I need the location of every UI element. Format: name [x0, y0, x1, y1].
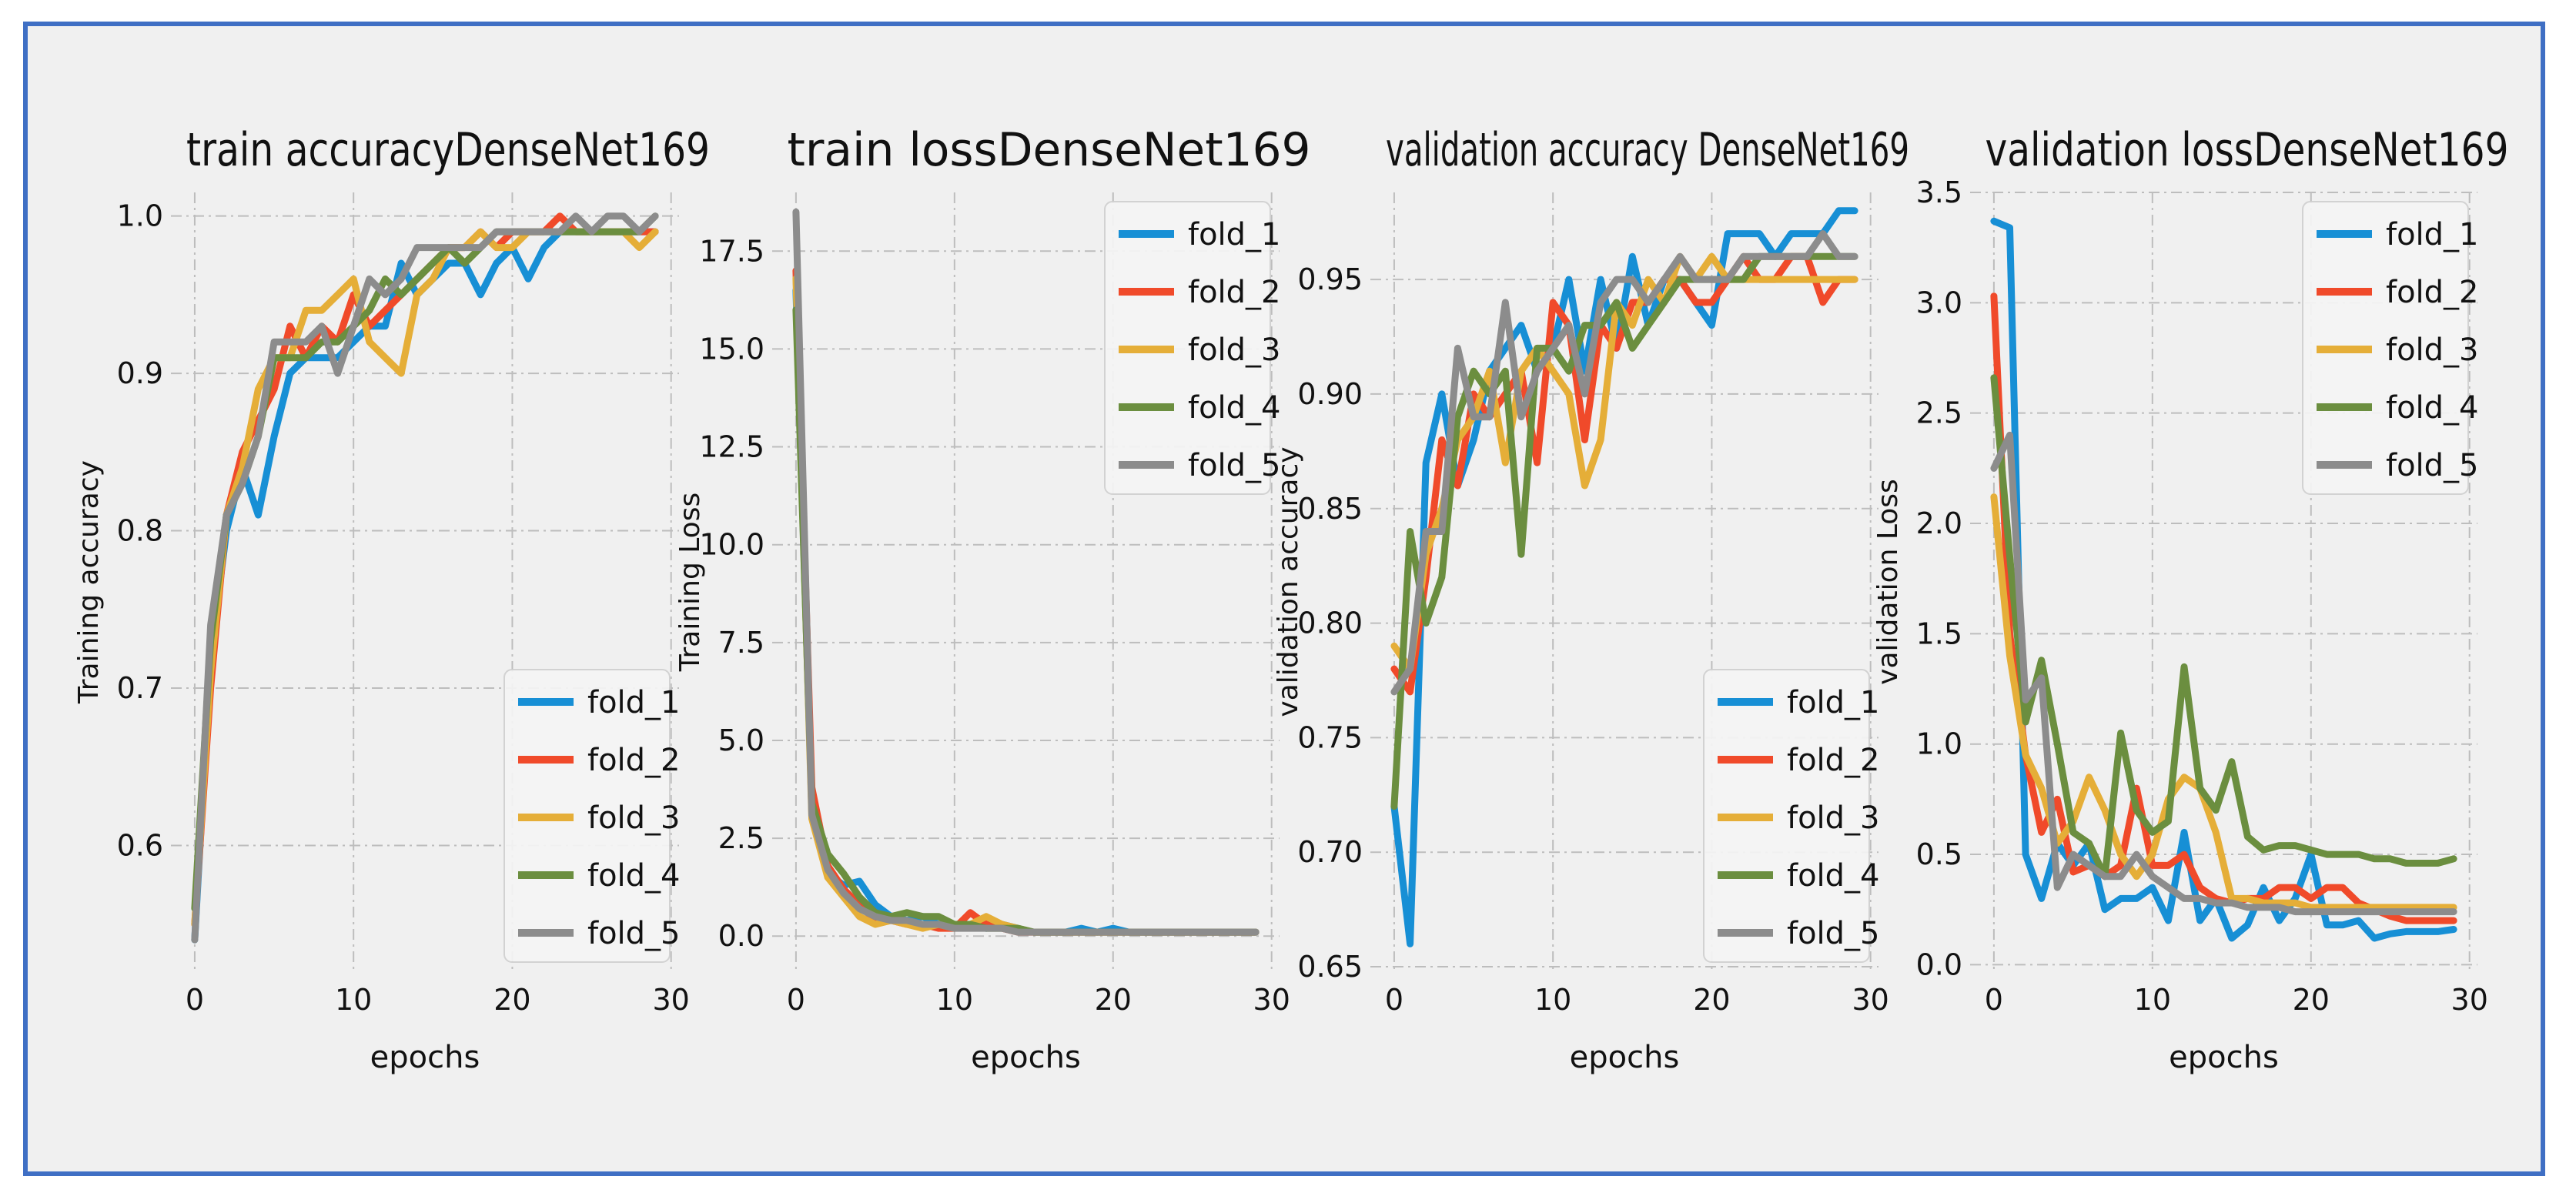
x-tick-label: 30: [2451, 983, 2488, 1017]
x-axis-label: epochs: [2169, 1040, 2279, 1075]
y-tick-label: 1.5: [1916, 617, 1962, 650]
x-tick-label: 10: [2134, 983, 2171, 1017]
chart-title: validation lossDenseNet169: [1986, 123, 2509, 177]
legend-label: fold_5: [587, 916, 681, 951]
legend-box: [1104, 201, 1271, 495]
y-tick-label: 0.0: [718, 919, 764, 953]
legend-box: [503, 669, 671, 963]
y-tick-label: 5.0: [718, 723, 764, 757]
chart-panel-3: 0 10 20 30 0.65 0.70 0.75 0.80 0.85 0.90 0.95 valid…: [1273, 123, 1909, 1075]
legend: fold_1 fold_2 fold_3 fold_4 fold_5: [2302, 201, 2479, 495]
x-tick-label: 30: [1852, 983, 1889, 1017]
legend-label: fold_3: [1188, 332, 1281, 368]
y-tick-label: 17.5: [699, 234, 764, 268]
x-tick-label: 30: [653, 983, 690, 1017]
x-tick-label: 20: [1095, 983, 1132, 1017]
legend-label: fold_5: [2386, 448, 2479, 483]
x-tick-label: 10: [936, 983, 973, 1017]
x-tick-label: 0: [787, 983, 805, 1017]
legend-label: fold_1: [1188, 217, 1281, 252]
legend-label: fold_1: [2386, 217, 2479, 252]
x-tick-label: 0: [1385, 983, 1403, 1017]
legend-label: fold_4: [1188, 390, 1281, 426]
chart-panel-4: 0 10 20 30 0.0 0.5 1.0 1.5 2.0 2.5 3.0 3.5 validatio…: [1872, 123, 2509, 1075]
series-line-fold-5: [191, 212, 659, 944]
legend-label: fold_3: [1787, 800, 1880, 836]
x-tick-label: 10: [1534, 983, 1571, 1017]
y-tick-label: 0.95: [1297, 262, 1363, 296]
legend-label: fold_2: [1188, 275, 1281, 310]
y-tick-label: 2.5: [718, 821, 764, 855]
legend-label: fold_5: [1188, 448, 1281, 483]
y-axis-label: Training Loss: [674, 493, 706, 672]
x-tick-label: 0: [186, 983, 204, 1017]
legend-label: fold_2: [2386, 275, 2479, 310]
chart-panel-2: 0 10 20 30 0.0 2.5 5.0 7.5 10.0 12.5 15.0 17.5 train…: [674, 123, 1311, 1075]
y-tick-label: 1.0: [1916, 727, 1962, 761]
legend: fold_1 fold_2 fold_3 fold_4 fold_5: [1703, 669, 1880, 963]
y-tick-label: 15.0: [699, 332, 764, 366]
x-tick-label: 10: [335, 983, 372, 1017]
figure-frame: [23, 22, 2545, 1176]
y-axis-label: Training accuracy: [73, 460, 105, 704]
y-tick-label: 3.5: [1916, 175, 1962, 209]
y-tick-label: 1.0: [117, 199, 163, 233]
y-tick-label: 10.0: [699, 528, 764, 562]
series-line-fold-5: [1390, 230, 1858, 696]
y-tick-label: 12.5: [699, 430, 764, 464]
y-tick-label: 3.0: [1916, 286, 1962, 319]
series-line-fold-4: [1990, 374, 2457, 881]
x-axis-label: epochs: [971, 1040, 1081, 1075]
chart-title: train lossDenseNet169: [788, 123, 1311, 177]
y-tick-label: 0.6: [117, 828, 163, 862]
legend-label: fold_5: [1787, 916, 1880, 951]
y-tick-label: 0.9: [117, 356, 163, 390]
y-tick-label: 0.75: [1297, 720, 1363, 754]
y-tick-label: 0.65: [1297, 950, 1363, 984]
legend-label: fold_1: [587, 685, 681, 720]
x-tick-label: 0: [1985, 983, 2003, 1017]
legend-label: fold_1: [1787, 685, 1880, 720]
y-tick-label: 2.5: [1916, 396, 1962, 430]
series-line-fold-1: [1390, 207, 1858, 947]
chart-panel-1: 0 10 20 30 0.6 0.7 0.8 0.9 1.0 train accuracyDens…: [73, 123, 710, 1075]
y-tick-label: 0.70: [1297, 835, 1363, 869]
legend-box: [2302, 201, 2469, 495]
y-tick-label: 0.90: [1297, 377, 1363, 411]
legend-label: fold_2: [1787, 743, 1880, 778]
x-axis-label: epochs: [1570, 1040, 1680, 1075]
legend-label: fold_3: [587, 800, 681, 836]
x-tick-label: 20: [1693, 983, 1730, 1017]
y-tick-label: 2.0: [1916, 506, 1962, 540]
y-axis-label: validation accuracy: [1273, 446, 1304, 717]
y-tick-label: 0.5: [1916, 837, 1962, 871]
y-tick-label: 0.8: [117, 514, 163, 548]
series-line-fold-5: [1990, 431, 2457, 916]
legend: fold_1 fold_2 fold_3 fold_4 fold_5: [503, 669, 681, 963]
chart-title: train accuracyDenseNet169: [186, 123, 710, 177]
legend-label: fold_4: [587, 858, 681, 894]
legend: fold_1 fold_2 fold_3 fold_4 fold_5: [1104, 201, 1281, 495]
series-line-fold-5: [792, 208, 1260, 936]
y-tick-label: 7.5: [718, 626, 764, 660]
x-tick-label: 20: [2293, 983, 2330, 1017]
x-tick-label: 20: [493, 983, 530, 1017]
legend-label: fold_4: [1787, 858, 1880, 894]
chart-title: validation accuracy DenseNet169: [1386, 123, 1909, 177]
series-line-fold-3: [1390, 252, 1858, 673]
x-axis-label: epochs: [370, 1040, 480, 1075]
legend-label: fold_2: [587, 743, 681, 778]
x-tick-label: 30: [1253, 983, 1290, 1017]
y-axis-label: validation Loss: [1872, 479, 1904, 685]
y-tick-label: 0.85: [1297, 492, 1363, 526]
legend-box: [1703, 669, 1870, 963]
legend-label: fold_3: [2386, 332, 2479, 368]
legend-label: fold_4: [2386, 390, 2479, 426]
y-tick-label: 0.7: [117, 671, 163, 705]
y-tick-label: 0.80: [1297, 607, 1363, 640]
y-tick-label: 0.0: [1916, 947, 1962, 981]
